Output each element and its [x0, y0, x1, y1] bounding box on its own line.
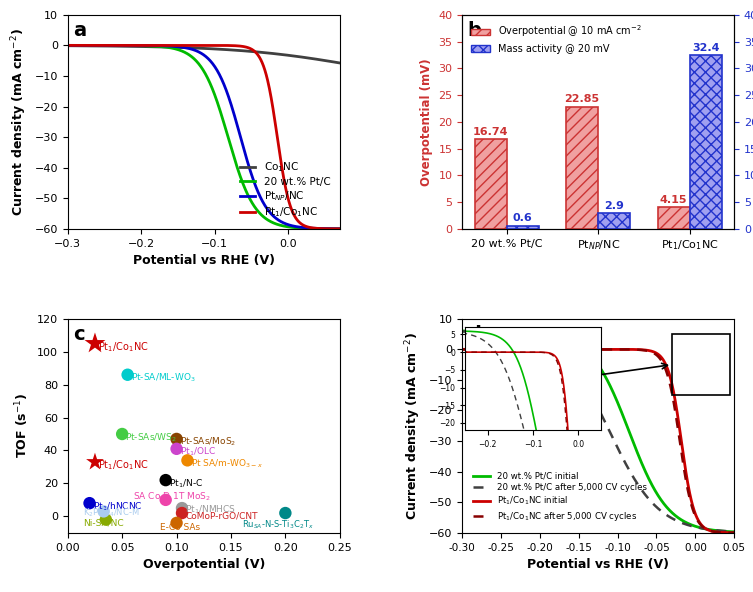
Pt$_1$/Co$_1$NC initial — [532, 346, 541, 353]
Y-axis label: TOF (s$^{-1}$): TOF (s$^{-1}$) — [14, 393, 32, 458]
Text: c: c — [73, 325, 85, 344]
Text: Pt SA/m-WO$_{3-x}$: Pt SA/m-WO$_{3-x}$ — [191, 458, 263, 470]
20 wt.% Pt/C after 5,000 CV cycles — [458, 328, 467, 335]
20 wt.% Pt/C after 5,000 CV cycles — [532, 337, 541, 344]
20 wt.% Pt/C after 5,000 CV cycles — [650, 501, 659, 509]
Text: Pt-SAs/MoS$_2$: Pt-SAs/MoS$_2$ — [180, 436, 236, 449]
Text: Pt$_1$/NMHCS: Pt$_1$/NMHCS — [185, 504, 236, 516]
Pt$_1$/Co$_1$NC after 5,000 CV cycles — [532, 346, 541, 353]
Text: 2.9: 2.9 — [604, 201, 624, 211]
Text: d: d — [468, 325, 481, 344]
X-axis label: Overpotential (V): Overpotential (V) — [142, 558, 265, 571]
Pt$_1$/Co$_1$NC after 5,000 CV cycles — [745, 529, 753, 536]
Pt$_1$/Co$_1$NC after 5,000 CV cycles — [458, 346, 467, 353]
Pt$_1$/Co$_1$NC after 5,000 CV cycles — [674, 430, 683, 437]
Text: b: b — [468, 21, 481, 40]
Y-axis label: Current density (mA cm$^{-2}$): Current density (mA cm$^{-2}$) — [404, 332, 423, 520]
Pt$_1$/Co$_1$NC after 5,000 CV cycles — [650, 350, 659, 357]
Text: Pt-SA/ML-WO$_3$: Pt-SA/ML-WO$_3$ — [131, 372, 196, 384]
Text: Pt-SAs/WS$_2$: Pt-SAs/WS$_2$ — [126, 431, 178, 443]
Point — [170, 434, 182, 443]
Point — [84, 498, 96, 508]
Text: Ni-SA/NC: Ni-SA/NC — [83, 519, 123, 527]
Line: Pt$_1$/Co$_1$NC after 5,000 CV cycles: Pt$_1$/Co$_1$NC after 5,000 CV cycles — [462, 349, 750, 533]
Legend: 20 wt.% Pt/C initial, 20 wt.% Pt/C after 5,000 CV cycles, Pt$_1$/Co$_1$NC initia: 20 wt.% Pt/C initial, 20 wt.% Pt/C after… — [469, 468, 650, 526]
20 wt.% Pt/C initial — [458, 327, 467, 334]
Text: Pt$_1$/hNCNC: Pt$_1$/hNCNC — [93, 500, 142, 513]
Bar — [690, 56, 722, 229]
Pt$_1$/Co$_1$NC initial — [588, 346, 597, 353]
Pt$_1$/Co$_1$NC after 5,000 CV cycles — [588, 346, 597, 353]
20 wt.% Pt/C initial — [532, 329, 541, 336]
Pt$_1$/Co$_1$NC after 5,000 CV cycles — [508, 346, 517, 353]
20 wt.% Pt/C after 5,000 CV cycles — [508, 331, 517, 338]
Text: 16.74: 16.74 — [473, 127, 508, 137]
Point — [279, 509, 291, 518]
Pt$_1$/Co$_1$NC initial — [508, 346, 517, 353]
20 wt.% Pt/C initial — [627, 435, 636, 442]
20 wt.% Pt/C initial — [508, 328, 517, 335]
Point — [89, 457, 101, 466]
Bar — [657, 207, 690, 229]
Text: SA Co-D 1T MoS$_2$: SA Co-D 1T MoS$_2$ — [133, 490, 211, 503]
Y-axis label: Current density (mA cm$^{-2}$): Current density (mA cm$^{-2}$) — [9, 28, 29, 216]
Text: Pt$_1$/OLC: Pt$_1$/OLC — [180, 446, 216, 458]
Text: Pt$_1$/Co$_1$NC: Pt$_1$/Co$_1$NC — [98, 458, 149, 472]
Point — [176, 503, 188, 513]
Text: 22.85: 22.85 — [565, 95, 599, 104]
Legend: Overpotential @ 10 mA cm$^{-2}$, Mass activity @ 20 mV: Overpotential @ 10 mA cm$^{-2}$, Mass ac… — [467, 20, 646, 58]
Point — [98, 507, 110, 516]
20 wt.% Pt/C after 5,000 CV cycles — [674, 518, 683, 525]
X-axis label: Potential vs RHE (V): Potential vs RHE (V) — [133, 254, 275, 267]
Text: Pt$_1$/Co$_1$NC: Pt$_1$/Co$_1$NC — [98, 340, 149, 353]
Line: 20 wt.% Pt/C initial: 20 wt.% Pt/C initial — [462, 331, 750, 532]
Point — [160, 475, 172, 485]
Legend: Co$_1$NC, 20 wt.% Pt/C, Pt$_{NP}$/NC, Pt$_1$/Co$_1$NC: Co$_1$NC, 20 wt.% Pt/C, Pt$_{NP}$/NC, Pt… — [236, 156, 334, 224]
Pt$_1$/Co$_1$NC initial — [627, 346, 636, 353]
X-axis label: Potential vs RHE (V): Potential vs RHE (V) — [527, 558, 669, 571]
Text: 4.15: 4.15 — [660, 195, 687, 204]
Point — [176, 509, 188, 518]
Text: E-Co SAs: E-Co SAs — [160, 523, 200, 532]
Pt$_1$/Co$_1$NC initial — [650, 349, 659, 356]
Y-axis label: Overpotential (mV): Overpotential (mV) — [419, 58, 433, 186]
Point — [100, 515, 112, 525]
20 wt.% Pt/C initial — [650, 485, 659, 493]
Text: 32.4: 32.4 — [692, 43, 720, 53]
Text: 0.6: 0.6 — [513, 214, 532, 224]
Point — [160, 495, 172, 504]
Pt$_1$/Co$_1$NC initial — [745, 529, 753, 536]
Line: 20 wt.% Pt/C after 5,000 CV cycles: 20 wt.% Pt/C after 5,000 CV cycles — [462, 332, 750, 532]
Pt$_1$/Co$_1$NC initial — [674, 419, 683, 426]
Text: CoMoP-rGO/CNT: CoMoP-rGO/CNT — [185, 512, 258, 521]
Text: Ru$_{SA}$-N-S-Ti$_3$C$_2$T$_x$: Ru$_{SA}$-N-S-Ti$_3$C$_2$T$_x$ — [242, 519, 314, 531]
Point — [170, 444, 182, 453]
20 wt.% Pt/C after 5,000 CV cycles — [627, 471, 636, 478]
Line: Pt$_1$/Co$_1$NC initial: Pt$_1$/Co$_1$NC initial — [462, 349, 750, 533]
Bar — [566, 107, 598, 229]
Bar — [507, 226, 538, 229]
20 wt.% Pt/C initial — [674, 514, 683, 522]
Text: a: a — [73, 21, 87, 40]
Point — [170, 518, 182, 527]
Pt$_1$/Co$_1$NC after 5,000 CV cycles — [627, 346, 636, 353]
20 wt.% Pt/C initial — [745, 529, 753, 536]
Pt$_1$/Co$_1$NC initial — [458, 346, 467, 353]
Point — [116, 429, 128, 439]
Point — [89, 339, 101, 348]
Point — [181, 456, 194, 465]
Text: K$_2$PtCl$_4$/NC-M: K$_2$PtCl$_4$/NC-M — [83, 507, 139, 519]
Bar — [474, 139, 507, 229]
20 wt.% Pt/C after 5,000 CV cycles — [745, 529, 753, 536]
Point — [121, 370, 133, 379]
Text: Pt$_1$/N-C: Pt$_1$/N-C — [169, 477, 203, 490]
Bar — [672, 334, 730, 395]
20 wt.% Pt/C initial — [588, 353, 597, 361]
20 wt.% Pt/C after 5,000 CV cycles — [588, 393, 597, 400]
Bar — [598, 213, 630, 229]
